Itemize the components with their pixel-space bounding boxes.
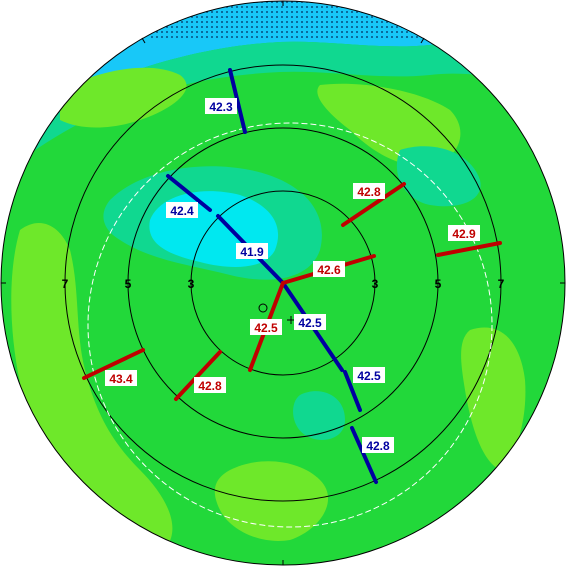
flat-label-inner-bottomright: 42.5: [353, 367, 385, 383]
flat-label-outer-top: 42.3: [205, 98, 237, 114]
svg-text:42.5: 42.5: [357, 369, 381, 383]
ring-label-right-5: 5: [435, 277, 442, 291]
map-dotted-region: [150, 1, 450, 40]
svg-text:42.8: 42.8: [366, 439, 390, 453]
ring-label-right-3: 3: [372, 277, 379, 291]
flat-segment-mid-topleft: [166, 174, 212, 212]
ring-label-left-3: 3: [188, 277, 195, 291]
ring-label-right-7: 7: [498, 277, 505, 291]
map-patch-topleft: [60, 67, 187, 128]
ring-3mm: [190, 190, 376, 376]
ring-overlay: [64, 64, 502, 528]
svg-text:41.9: 41.9: [240, 245, 264, 259]
steep-label-inner-right: 42.6: [313, 261, 345, 277]
steep-label-center: 42.5: [250, 319, 282, 335]
svg-text:42.3: 42.3: [209, 100, 233, 114]
flat-segment-outer-bottomright: [350, 426, 378, 484]
svg-text:42.8: 42.8: [198, 379, 222, 393]
flat-label-inner-topleft: 41.9: [236, 243, 268, 259]
map-teal-right: [396, 146, 481, 207]
ring-label-left-5: 5: [125, 277, 132, 291]
flat-label-mid-topleft: 42.4: [166, 202, 198, 218]
svg-text:42.8: 42.8: [357, 185, 381, 199]
svg-text:42.5: 42.5: [298, 316, 322, 330]
steep-value-labels: 42.8 42.9 42.6 42.5 42.8 43.4: [105, 183, 480, 393]
flat-value-labels: 42.3 42.4 41.9 42.5 42.5 42.8: [166, 98, 394, 453]
ring-7mm: [64, 64, 502, 502]
steep-segment-mid-bottomleft: [174, 350, 222, 401]
map-patch-top: [317, 83, 461, 166]
svg-text:42.9: 42.9: [452, 227, 476, 241]
vertex-crosshair: [287, 316, 295, 324]
flat-label-outer-bottomright: 42.8: [362, 437, 394, 453]
svg-text:42.4: 42.4: [170, 204, 194, 218]
steep-segment-outer-right: [436, 241, 502, 257]
steep-segment-outer-left: [82, 348, 145, 380]
map-patch-left: [11, 222, 173, 560]
ring-label-left-7: 7: [62, 277, 69, 291]
steep-segment-mid-topright: [341, 182, 406, 227]
pupil-margin-ring: [87, 122, 493, 528]
svg-text:42.5: 42.5: [254, 321, 278, 335]
map-teal-bottom: [293, 391, 345, 440]
ring-5mm: [127, 127, 439, 439]
svg-text:43.4: 43.4: [109, 372, 133, 386]
svg-text:42.6: 42.6: [317, 263, 341, 277]
ring-labels: 7 5 3 3 5 7: [62, 277, 505, 291]
map-patch-right: [461, 327, 526, 470]
pupil-center-marker: [258, 303, 268, 313]
steep-label-outer-right: 42.9: [448, 225, 480, 241]
steep-label-mid-bottomleft: 42.8: [194, 377, 226, 393]
steep-label-outer-left: 43.4: [105, 370, 137, 386]
flat-segment-mid-bottomright: [343, 370, 362, 412]
steep-label-mid-topright: 42.8: [353, 183, 385, 199]
flat-label-center: 42.5: [294, 314, 326, 330]
flat-segment-outer-top: [228, 68, 247, 134]
